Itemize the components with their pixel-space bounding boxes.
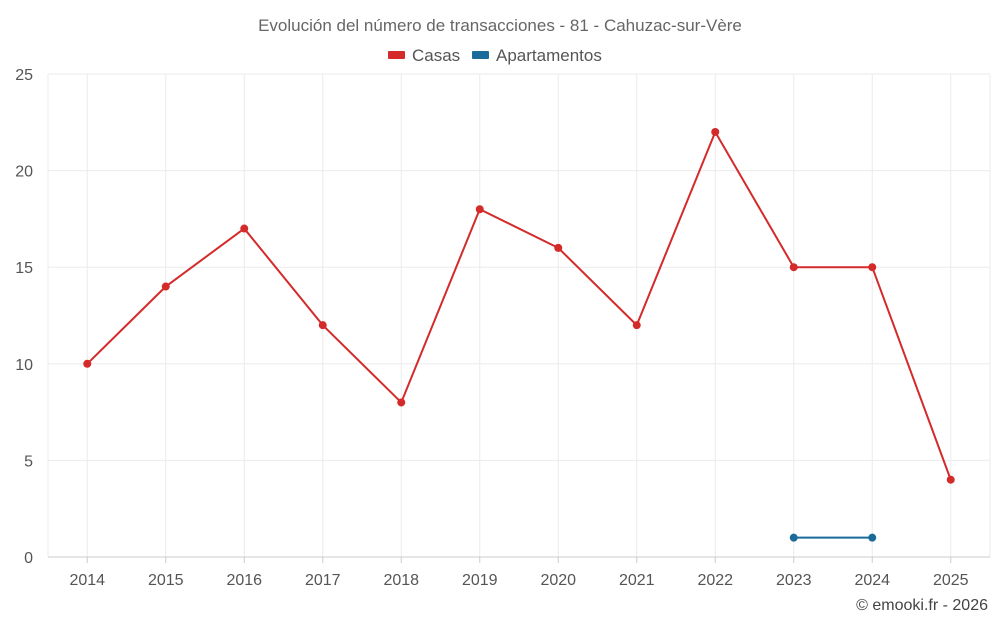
data-point-casas[interactable] [711, 127, 720, 136]
x-tick-label: 2015 [148, 572, 184, 589]
data-point-casas[interactable] [397, 398, 406, 407]
data-point-casas[interactable] [868, 263, 877, 272]
x-tick-label: 2025 [933, 572, 969, 589]
x-tick-label: 2019 [462, 572, 498, 589]
x-tick-label: 2021 [619, 572, 655, 589]
legend: Casas Apartamentos [388, 46, 602, 65]
chart-title: Evolución del número de transacciones - … [258, 16, 742, 35]
grid [47, 73, 991, 557]
credit-text: © emooki.fr - 2026 [856, 597, 988, 614]
legend-label-apartamentos: Apartamentos [496, 46, 602, 65]
y-tick-label: 0 [24, 550, 33, 567]
data-point-casas[interactable] [632, 321, 641, 330]
x-tick-label: 2020 [540, 572, 576, 589]
data-point-casas[interactable] [83, 359, 92, 368]
x-tick-label: 2014 [69, 572, 105, 589]
x-tick-label: 2016 [226, 572, 262, 589]
x-tick-label: 2022 [697, 572, 733, 589]
data-point-casas[interactable] [240, 224, 249, 233]
y-tick-label: 5 [24, 453, 33, 470]
x-tick-label: 2023 [776, 572, 812, 589]
data-point-casas[interactable] [946, 475, 955, 484]
data-point-casas[interactable] [161, 282, 170, 291]
series-layer [83, 127, 955, 542]
data-point-casas[interactable] [318, 321, 327, 330]
y-tick-label: 10 [15, 357, 33, 374]
y-tick-label: 20 [15, 164, 33, 181]
data-point-apartamentos[interactable] [868, 533, 877, 542]
data-point-apartamentos[interactable] [789, 533, 798, 542]
x-tick-label: 2024 [854, 572, 890, 589]
legend-item-casas[interactable]: Casas [388, 46, 460, 65]
legend-label-casas: Casas [412, 46, 460, 65]
legend-swatch-apartamentos [472, 51, 489, 59]
data-point-casas[interactable] [475, 205, 484, 214]
x-tick-label: 2017 [305, 572, 341, 589]
legend-swatch-casas [388, 51, 405, 59]
y-tick-label: 15 [15, 260, 33, 277]
series-line-casas [86, 130, 952, 481]
legend-item-apartamentos[interactable]: Apartamentos [472, 46, 602, 65]
data-point-casas[interactable] [789, 263, 798, 272]
y-tick-label: 25 [15, 67, 33, 84]
data-point-casas[interactable] [554, 243, 563, 252]
x-tick-label: 2018 [383, 572, 419, 589]
